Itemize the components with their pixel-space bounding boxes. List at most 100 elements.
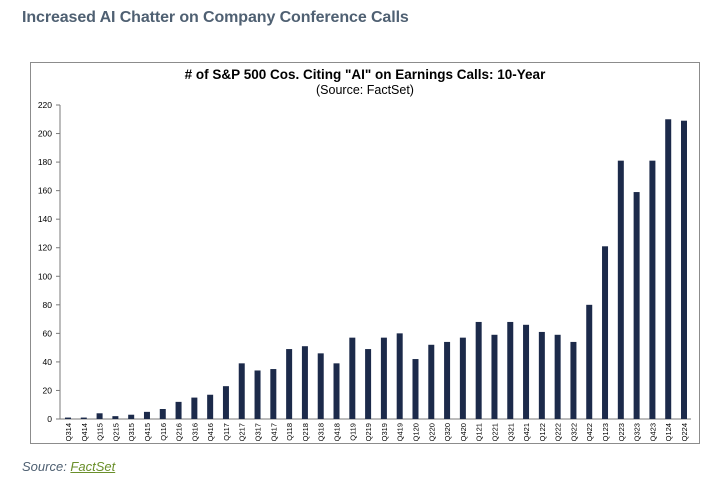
x-tick-label: Q116	[159, 423, 168, 441]
bar-q220	[428, 344, 435, 419]
bar-q118	[286, 349, 293, 419]
y-tick-label: 220	[38, 100, 52, 110]
x-tick-label: Q415	[143, 423, 152, 441]
bar-q315	[128, 414, 135, 419]
x-tick-label: Q122	[538, 423, 547, 441]
bar-q318	[317, 353, 324, 419]
x-tick-label: Q217	[238, 423, 247, 441]
x-tick-label: Q414	[80, 423, 89, 441]
bar-q322	[570, 341, 577, 419]
x-tick-label: Q121	[475, 423, 484, 441]
bar-q122	[538, 331, 545, 419]
y-tick-label: 0	[47, 414, 52, 424]
bar-q416	[207, 394, 214, 419]
bar-q423	[649, 160, 656, 419]
x-tick-label: Q315	[127, 423, 136, 441]
y-tick-label: 200	[38, 129, 52, 139]
bar-q422	[586, 304, 593, 419]
x-tick-label: Q115	[96, 423, 105, 441]
chart-title: # of S&P 500 Cos. Citing "AI" on Earning…	[185, 67, 546, 82]
x-tick-label: Q120	[411, 423, 420, 441]
chart-panel: # of S&P 500 Cos. Citing "AI" on Earning…	[30, 62, 700, 444]
bar-q415	[143, 411, 150, 419]
x-tick-label: Q420	[459, 423, 468, 441]
bar-q120	[412, 359, 419, 419]
bar-q420	[459, 337, 466, 419]
source-label: Source:	[22, 459, 71, 474]
y-tick-label: 100	[38, 271, 52, 281]
bar-q320	[444, 341, 451, 419]
bar-q115	[96, 413, 103, 419]
bar-q224	[681, 120, 687, 419]
bar-q419	[396, 333, 403, 419]
bar-q222	[554, 334, 561, 419]
bar-q414	[80, 417, 87, 419]
bar-q314	[65, 417, 71, 419]
bar-q321	[507, 321, 514, 419]
bar-q421	[523, 324, 530, 419]
bar-q215	[112, 416, 119, 419]
bar-q121	[475, 321, 482, 419]
bar-chart: # of S&P 500 Cos. Citing "AI" on Earning…	[38, 67, 691, 441]
bar-q417	[270, 369, 277, 419]
x-tick-label: Q314	[64, 423, 73, 441]
bar-q319	[380, 337, 387, 419]
bar-q123	[602, 246, 609, 419]
x-tick-label: Q316	[190, 423, 199, 441]
x-tick-label: Q118	[285, 423, 294, 441]
y-axis-ticks: 0 20 40 60 80 100 120 140 160 180 200 220	[38, 100, 60, 424]
bar-q219	[365, 349, 372, 419]
x-tick-label: Q319	[380, 423, 389, 441]
x-tick-label: Q221	[490, 423, 499, 441]
y-tick-label: 120	[38, 243, 52, 253]
x-tick-label: Q222	[554, 423, 563, 441]
x-tick-label: Q216	[175, 423, 184, 441]
page-title: Increased AI Chatter on Company Conferen…	[22, 9, 409, 26]
x-tick-label: Q423	[648, 423, 657, 441]
source-note: Source: FactSet	[22, 459, 115, 474]
x-tick-label: Q416	[206, 423, 215, 441]
x-tick-label: Q320	[443, 423, 452, 441]
x-tick-label: Q223	[617, 423, 626, 441]
x-tick-label: Q124	[664, 423, 673, 441]
bar-q316	[191, 397, 198, 419]
x-tick-label: Q218	[301, 423, 310, 441]
x-tick-label: Q418	[333, 423, 342, 441]
bar-q116	[159, 409, 166, 419]
x-axis-ticks: Q314 Q414 Q115 Q215 Q315 Q415 Q116 Q216 Q316 Q416…	[64, 423, 689, 441]
bar-q124	[665, 119, 672, 419]
x-tick-label: Q417	[269, 423, 278, 441]
chart-subtitle: (Source: FactSet)	[316, 83, 414, 97]
factset-link[interactable]: FactSet	[70, 459, 116, 474]
y-tick-label: 160	[38, 186, 52, 196]
x-tick-label: Q123	[601, 423, 610, 441]
bar-q323	[633, 192, 640, 419]
bar-q223	[617, 160, 624, 419]
x-tick-label: Q321	[506, 423, 515, 441]
x-tick-label: Q119	[348, 423, 357, 441]
bar-q317	[254, 370, 261, 419]
y-tick-label: 40	[43, 357, 53, 367]
x-tick-label: Q323	[633, 423, 642, 441]
x-tick-label: Q322	[569, 423, 578, 441]
bar-q218	[301, 346, 308, 419]
bar-q117	[222, 386, 229, 419]
x-tick-label: Q215	[111, 423, 120, 441]
x-tick-label: Q220	[427, 423, 436, 441]
y-tick-label: 20	[43, 385, 53, 395]
x-tick-label: Q224	[680, 423, 689, 441]
bar-q418	[333, 363, 340, 419]
x-tick-label: Q117	[222, 423, 231, 441]
x-tick-label: Q421	[522, 423, 531, 441]
x-tick-label: Q419	[396, 423, 405, 441]
bar-series	[65, 119, 687, 419]
x-tick-label: Q317	[254, 423, 263, 441]
bar-q119	[349, 337, 356, 419]
x-tick-label: Q318	[317, 423, 326, 441]
bar-q216	[175, 401, 182, 419]
y-tick-label: 180	[38, 157, 52, 167]
bar-q217	[238, 363, 245, 419]
x-tick-label: Q422	[585, 423, 594, 441]
y-tick-label: 80	[43, 300, 53, 310]
x-tick-label: Q219	[364, 423, 373, 441]
